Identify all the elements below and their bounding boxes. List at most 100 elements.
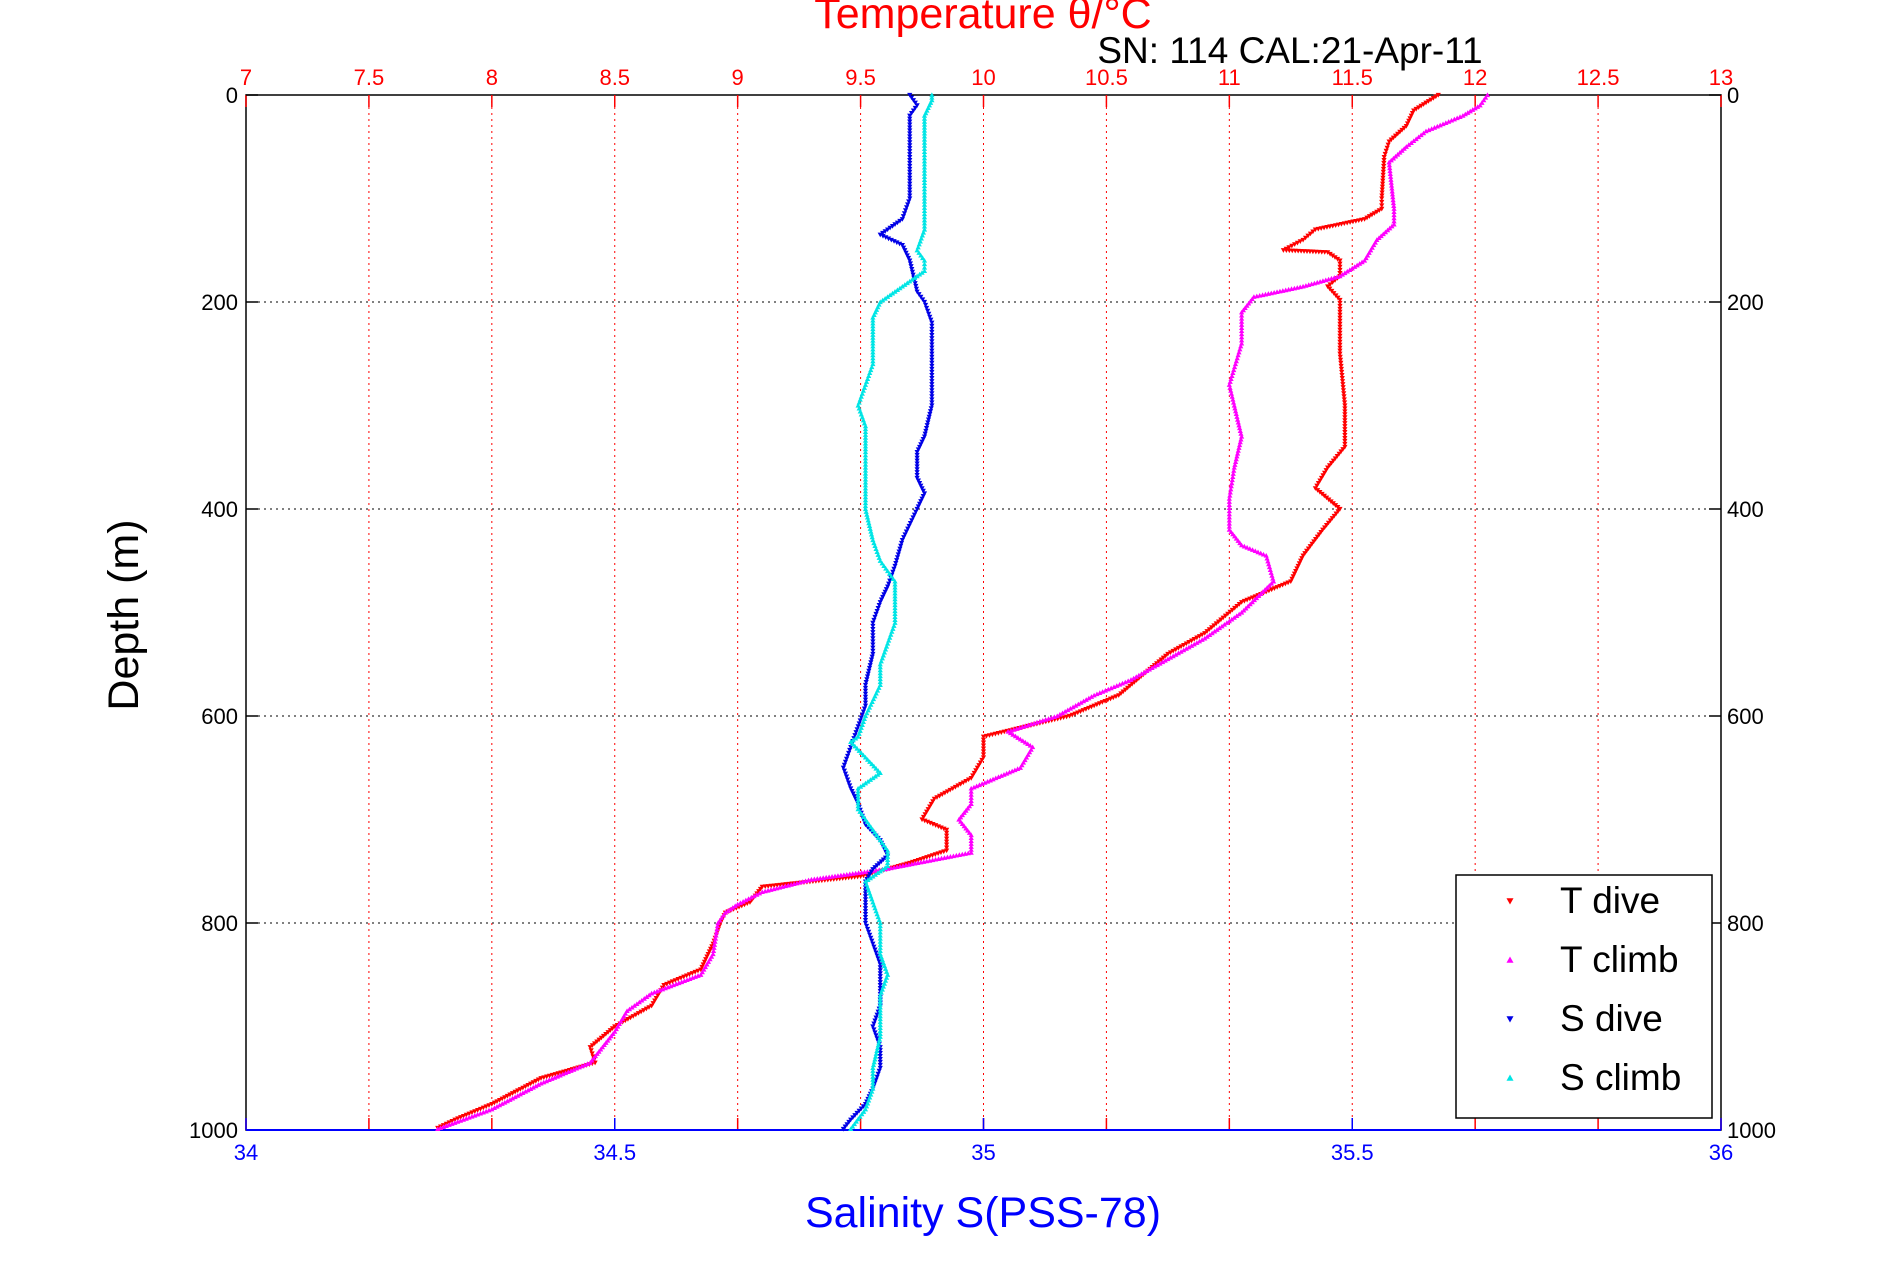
data-point xyxy=(1255,549,1261,555)
data-point xyxy=(867,932,873,938)
temperature-tick-label: 12.5 xyxy=(1577,65,1620,90)
data-point xyxy=(887,578,893,584)
data-point xyxy=(875,772,881,777)
data-point xyxy=(1382,151,1388,157)
data-point xyxy=(868,869,874,875)
data-point xyxy=(857,718,863,724)
data-point xyxy=(862,423,869,429)
data-point xyxy=(914,247,920,253)
chart-subtitle: SN: 114 CAL:21-Apr-11 xyxy=(1097,30,1482,71)
data-point xyxy=(929,363,935,369)
data-point xyxy=(892,578,898,584)
data-point xyxy=(1311,539,1317,545)
data-point xyxy=(974,783,980,789)
data-point xyxy=(1306,282,1312,287)
data-point xyxy=(968,844,974,849)
data-point xyxy=(862,485,869,491)
data-point xyxy=(843,774,850,780)
data-point xyxy=(678,975,684,981)
data-point xyxy=(882,865,888,870)
data-point xyxy=(1318,529,1324,535)
data-point xyxy=(907,278,913,284)
data-point xyxy=(920,488,926,494)
data-point xyxy=(754,892,760,897)
data-point xyxy=(874,1048,880,1054)
data-point xyxy=(1446,119,1452,124)
data-point xyxy=(885,851,891,856)
data-point xyxy=(862,688,869,694)
data-point xyxy=(1342,403,1348,409)
data-point xyxy=(1227,489,1233,495)
data-point xyxy=(929,336,935,341)
series-s-dive xyxy=(840,92,935,1132)
data-point xyxy=(912,105,918,111)
data-point xyxy=(1199,637,1205,642)
data-point xyxy=(921,167,928,173)
data-point xyxy=(953,852,959,858)
data-point xyxy=(700,962,706,967)
data-point xyxy=(1317,478,1323,484)
data-point xyxy=(1236,422,1242,428)
data-point xyxy=(1239,331,1245,337)
data-point xyxy=(924,305,930,311)
data-point xyxy=(912,275,918,280)
data-point xyxy=(1102,687,1109,693)
data-point xyxy=(850,737,856,743)
data-point xyxy=(1238,436,1244,442)
data-point xyxy=(1196,634,1203,639)
data-point xyxy=(805,877,812,883)
data-point xyxy=(920,437,926,442)
data-point xyxy=(910,272,916,278)
data-point xyxy=(1364,215,1370,221)
data-point xyxy=(929,403,935,409)
data-point xyxy=(1226,499,1232,504)
data-point xyxy=(1165,656,1171,662)
data-point xyxy=(971,784,977,790)
data-point xyxy=(843,756,850,762)
data-point xyxy=(894,555,901,560)
data-point xyxy=(853,735,859,741)
data-point xyxy=(533,1078,539,1084)
data-point xyxy=(886,581,892,587)
data-point xyxy=(880,233,886,239)
data-point xyxy=(923,428,929,434)
data-point xyxy=(887,225,893,231)
data-point xyxy=(968,850,974,855)
data-point xyxy=(889,224,896,229)
data-point xyxy=(900,863,906,868)
data-point xyxy=(877,661,883,667)
data-point xyxy=(903,529,909,535)
data-point xyxy=(944,842,950,848)
data-point xyxy=(921,299,928,305)
data-point xyxy=(929,348,935,354)
data-point xyxy=(1431,125,1438,130)
data-point xyxy=(1202,631,1208,636)
data-point xyxy=(1237,442,1243,448)
data-point xyxy=(457,1118,464,1123)
data-point xyxy=(1232,364,1238,370)
data-point xyxy=(507,1092,513,1098)
data-point xyxy=(929,345,935,351)
data-point xyxy=(980,749,987,755)
data-point xyxy=(883,565,889,571)
data-point xyxy=(1019,724,1026,730)
data-point xyxy=(919,496,925,502)
data-point xyxy=(1111,684,1117,690)
data-point xyxy=(466,1114,472,1120)
data-point xyxy=(1383,148,1389,154)
data-point xyxy=(1149,665,1155,671)
data-point xyxy=(870,645,876,651)
data-point xyxy=(1416,105,1422,111)
data-point xyxy=(1233,456,1239,462)
data-point xyxy=(897,285,903,291)
data-point xyxy=(636,999,642,1005)
data-point xyxy=(1062,708,1068,714)
data-point xyxy=(875,835,882,840)
data-point xyxy=(1226,514,1232,520)
data-point xyxy=(947,787,953,793)
data-point xyxy=(914,506,920,512)
data-point xyxy=(1379,184,1386,190)
data-point xyxy=(1425,99,1432,104)
data-point xyxy=(1268,580,1275,586)
